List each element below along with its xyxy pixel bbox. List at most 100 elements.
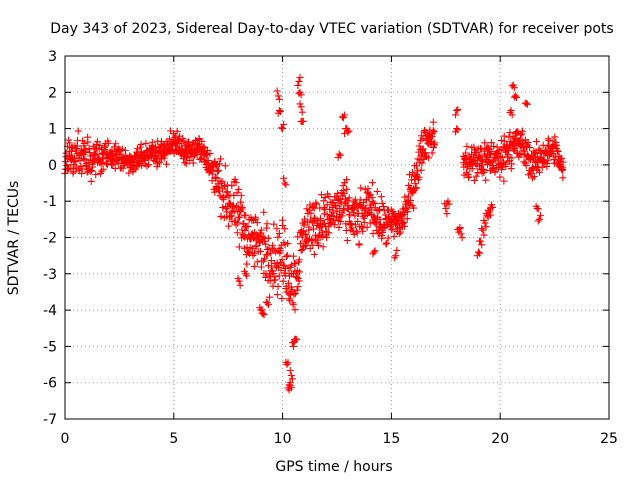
data-point — [524, 139, 532, 147]
data-point — [289, 252, 297, 260]
data-point — [213, 174, 221, 182]
data-point — [476, 152, 484, 160]
data-point — [477, 156, 485, 164]
data-point — [281, 225, 289, 233]
data-point — [473, 252, 481, 260]
data-point — [297, 118, 305, 126]
data-point — [505, 147, 513, 155]
data-point — [480, 168, 488, 176]
data-point — [253, 219, 261, 227]
data-point — [293, 286, 301, 294]
data-point — [223, 188, 231, 196]
data-point — [234, 219, 242, 227]
data-point — [215, 160, 223, 168]
data-point — [185, 138, 193, 146]
data-point — [261, 255, 269, 263]
data-point — [519, 139, 527, 147]
data-point — [298, 246, 306, 254]
data-point — [241, 267, 249, 275]
data-point — [182, 160, 190, 168]
data-point — [465, 174, 473, 182]
data-point — [505, 133, 513, 141]
data-point — [309, 203, 317, 211]
data-point — [382, 240, 390, 248]
data-point — [206, 150, 214, 158]
data-point — [335, 223, 343, 231]
data-point — [452, 128, 460, 136]
data-point — [380, 203, 388, 211]
data-point — [219, 204, 227, 212]
data-point — [217, 155, 225, 163]
y-tick-label: 2 — [48, 85, 57, 101]
data-point — [508, 82, 516, 90]
data-point — [215, 167, 223, 175]
data-point — [498, 154, 506, 162]
data-point — [526, 144, 534, 152]
data-point — [289, 301, 297, 309]
data-point — [539, 159, 547, 167]
data-point — [223, 181, 231, 189]
data-point — [218, 177, 226, 185]
data-point — [536, 212, 544, 220]
data-point — [82, 147, 90, 155]
data-point — [102, 160, 110, 168]
data-point — [233, 229, 241, 237]
data-point — [154, 160, 162, 168]
data-point — [354, 217, 362, 225]
data-point — [332, 202, 340, 210]
data-point — [372, 219, 380, 227]
data-point — [428, 149, 436, 157]
data-point — [248, 245, 256, 253]
y-tick-label: -5 — [43, 339, 57, 355]
data-point — [228, 182, 236, 190]
data-point — [418, 159, 426, 167]
data-point — [518, 127, 526, 135]
data-point — [307, 209, 315, 217]
data-point — [391, 254, 399, 262]
data-point — [319, 243, 327, 251]
data-point — [302, 241, 310, 249]
data-point — [430, 128, 438, 136]
data-point — [286, 366, 294, 374]
data-point — [517, 151, 525, 159]
data-point — [376, 215, 384, 223]
data-point — [114, 159, 122, 167]
data-point — [305, 223, 313, 231]
data-point — [263, 220, 271, 228]
data-point — [296, 268, 304, 276]
data-point — [99, 165, 107, 173]
data-point — [502, 162, 510, 170]
data-point — [234, 274, 242, 282]
data-point — [238, 226, 246, 234]
data-points — [61, 73, 567, 394]
data-point — [533, 138, 541, 146]
x-tick-label: 15 — [382, 431, 400, 447]
data-point — [393, 246, 401, 254]
data-point — [160, 154, 168, 162]
data-point — [496, 173, 504, 181]
data-point — [152, 143, 160, 151]
data-point — [297, 103, 305, 111]
data-point — [296, 73, 304, 81]
data-point — [80, 151, 88, 159]
data-point — [87, 177, 95, 185]
data-point — [323, 210, 331, 218]
data-point — [527, 169, 535, 177]
data-point — [291, 306, 299, 314]
data-point — [211, 188, 219, 196]
data-point — [119, 164, 127, 172]
data-point — [291, 336, 299, 344]
data-point — [508, 160, 516, 168]
data-point — [298, 108, 306, 116]
data-point — [257, 247, 265, 255]
data-point — [99, 158, 107, 166]
data-point — [363, 223, 371, 231]
data-point — [287, 371, 295, 379]
data-point — [520, 158, 528, 166]
data-point — [520, 143, 528, 151]
data-point — [297, 240, 305, 248]
data-point — [189, 159, 197, 167]
data-point — [419, 145, 427, 153]
data-point — [262, 298, 270, 306]
